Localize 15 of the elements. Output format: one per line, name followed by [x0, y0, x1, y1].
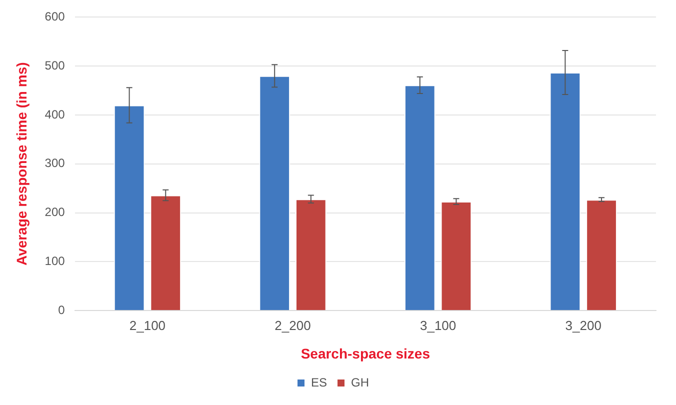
- y-axis-title: Average response time (in ms): [13, 62, 30, 266]
- y-tick-label: 0: [58, 302, 66, 317]
- y-tick-label: 300: [44, 156, 66, 170]
- x-axis-title: Search-space sizes: [300, 345, 430, 362]
- y-tick-label: 500: [44, 58, 66, 72]
- x-tick-label: 2_200: [274, 318, 311, 333]
- y-tick-label: 600: [44, 10, 66, 24]
- x-tick-label: 2_100: [129, 318, 166, 333]
- legend-label: GH: [351, 375, 370, 390]
- y-tick-label: 100: [44, 254, 66, 268]
- legend-label: ES: [310, 375, 328, 390]
- y-tick-label: 200: [44, 205, 66, 220]
- y-tick-label: 400: [44, 107, 66, 122]
- x-tick-label: 3_200: [565, 318, 602, 333]
- x-tick-label: 3_100: [420, 318, 456, 333]
